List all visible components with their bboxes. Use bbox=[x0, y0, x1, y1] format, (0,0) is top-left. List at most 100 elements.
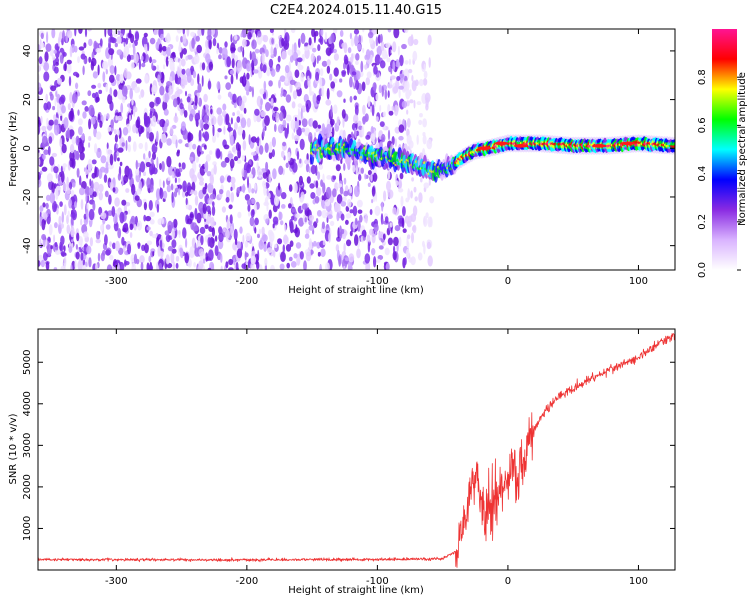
noise-blob bbox=[310, 53, 315, 63]
noise-blob bbox=[113, 129, 117, 135]
noise-blob bbox=[263, 184, 267, 196]
noise-blob bbox=[307, 77, 311, 88]
noise-blob bbox=[345, 219, 349, 225]
noise-blob bbox=[302, 203, 308, 210]
noise-blob bbox=[262, 234, 268, 242]
noise-blob bbox=[329, 220, 335, 227]
noise-blob bbox=[384, 89, 388, 100]
noise-blob bbox=[75, 251, 80, 260]
noise-blob bbox=[187, 218, 192, 225]
noise-blob bbox=[40, 32, 44, 39]
noise-blob bbox=[293, 253, 298, 259]
noise-blob bbox=[76, 91, 81, 97]
noise-blob bbox=[140, 55, 144, 61]
noise-blob bbox=[88, 38, 93, 47]
noise-blob bbox=[380, 41, 385, 52]
noise-blob bbox=[130, 215, 136, 223]
noise-blob bbox=[236, 110, 241, 116]
noise-blob bbox=[232, 112, 236, 117]
noise-blob bbox=[222, 103, 227, 111]
noise-blob bbox=[171, 170, 175, 179]
noise-blob bbox=[172, 261, 176, 270]
noise-blob bbox=[107, 29, 113, 37]
noise-blob bbox=[56, 102, 60, 114]
noise-blob bbox=[371, 186, 376, 197]
noise-blob bbox=[123, 259, 127, 267]
noise-blob bbox=[298, 217, 304, 227]
noise-blob bbox=[289, 79, 296, 86]
noise-blob bbox=[237, 211, 242, 219]
noise-blob bbox=[109, 36, 115, 43]
noise-blob bbox=[122, 127, 129, 136]
bottom-x-ticks: -300 -200 -100 0 100 bbox=[105, 329, 648, 587]
noise-blob bbox=[264, 115, 270, 126]
noise-blob bbox=[303, 260, 307, 270]
noise-blob bbox=[264, 125, 267, 131]
noise-blob bbox=[164, 121, 168, 132]
noise-blob bbox=[139, 161, 146, 173]
noise-blob bbox=[144, 141, 148, 152]
noise-blob bbox=[238, 95, 242, 107]
noise-blob bbox=[234, 34, 238, 41]
noise-blob bbox=[205, 107, 209, 114]
noise-blob bbox=[148, 200, 153, 211]
noise-blob bbox=[256, 162, 259, 170]
noise-blob bbox=[49, 192, 55, 204]
noise-blob bbox=[207, 182, 214, 194]
noise-blob bbox=[181, 68, 186, 75]
noise-blob bbox=[273, 106, 279, 112]
noise-blob bbox=[298, 175, 303, 186]
noise-blob bbox=[127, 209, 131, 215]
noise-blob bbox=[242, 234, 245, 244]
noise-blob bbox=[208, 61, 214, 71]
noise-blob bbox=[371, 248, 376, 256]
noise-blob bbox=[353, 114, 359, 124]
noise-blob bbox=[171, 228, 175, 240]
noise-blob bbox=[218, 47, 223, 54]
noise-blob bbox=[107, 94, 113, 105]
noise-blob bbox=[141, 244, 146, 251]
noise-blob bbox=[144, 157, 150, 163]
noise-blob bbox=[371, 104, 375, 117]
noise-blob bbox=[202, 203, 207, 215]
noise-blob bbox=[153, 29, 159, 36]
noise-blob bbox=[262, 64, 267, 74]
noise-blob bbox=[329, 73, 333, 81]
noise-blob bbox=[320, 179, 324, 187]
noise-blob bbox=[257, 30, 262, 38]
noise-blob bbox=[119, 211, 125, 224]
noise-blob bbox=[401, 43, 407, 50]
noise-blob bbox=[288, 256, 293, 262]
noise-blob bbox=[193, 262, 196, 268]
noise-blob bbox=[77, 260, 83, 270]
noise-blob bbox=[157, 245, 161, 257]
noise-blob bbox=[219, 189, 224, 195]
noise-blob bbox=[162, 100, 168, 111]
noise-blob bbox=[133, 224, 137, 231]
noise-blob bbox=[127, 243, 132, 255]
signal-peak bbox=[477, 146, 492, 151]
noise-blob bbox=[282, 244, 285, 253]
noise-blob bbox=[278, 79, 281, 89]
noise-blob bbox=[95, 262, 98, 270]
noise-blob bbox=[93, 181, 100, 191]
noise-blob bbox=[385, 54, 389, 59]
noise-blob bbox=[43, 149, 49, 155]
noise-blob bbox=[194, 207, 198, 220]
noise-blob bbox=[227, 127, 233, 132]
noise-blob bbox=[43, 71, 50, 82]
noise-blob bbox=[342, 116, 345, 128]
noise-blob bbox=[138, 58, 141, 70]
noise-blob bbox=[46, 101, 52, 110]
noise-blob bbox=[177, 177, 181, 183]
noise-blob bbox=[242, 38, 247, 48]
noise-blob bbox=[247, 204, 251, 212]
noise-blob bbox=[178, 44, 182, 53]
noise-blob bbox=[398, 124, 405, 133]
noise-blob bbox=[311, 29, 316, 38]
noise-blob bbox=[285, 244, 292, 252]
noise-blob bbox=[216, 107, 222, 115]
colorbar-tick-label: 0.4 bbox=[697, 166, 708, 182]
noise-blob bbox=[62, 183, 67, 192]
noise-blob bbox=[161, 217, 165, 225]
